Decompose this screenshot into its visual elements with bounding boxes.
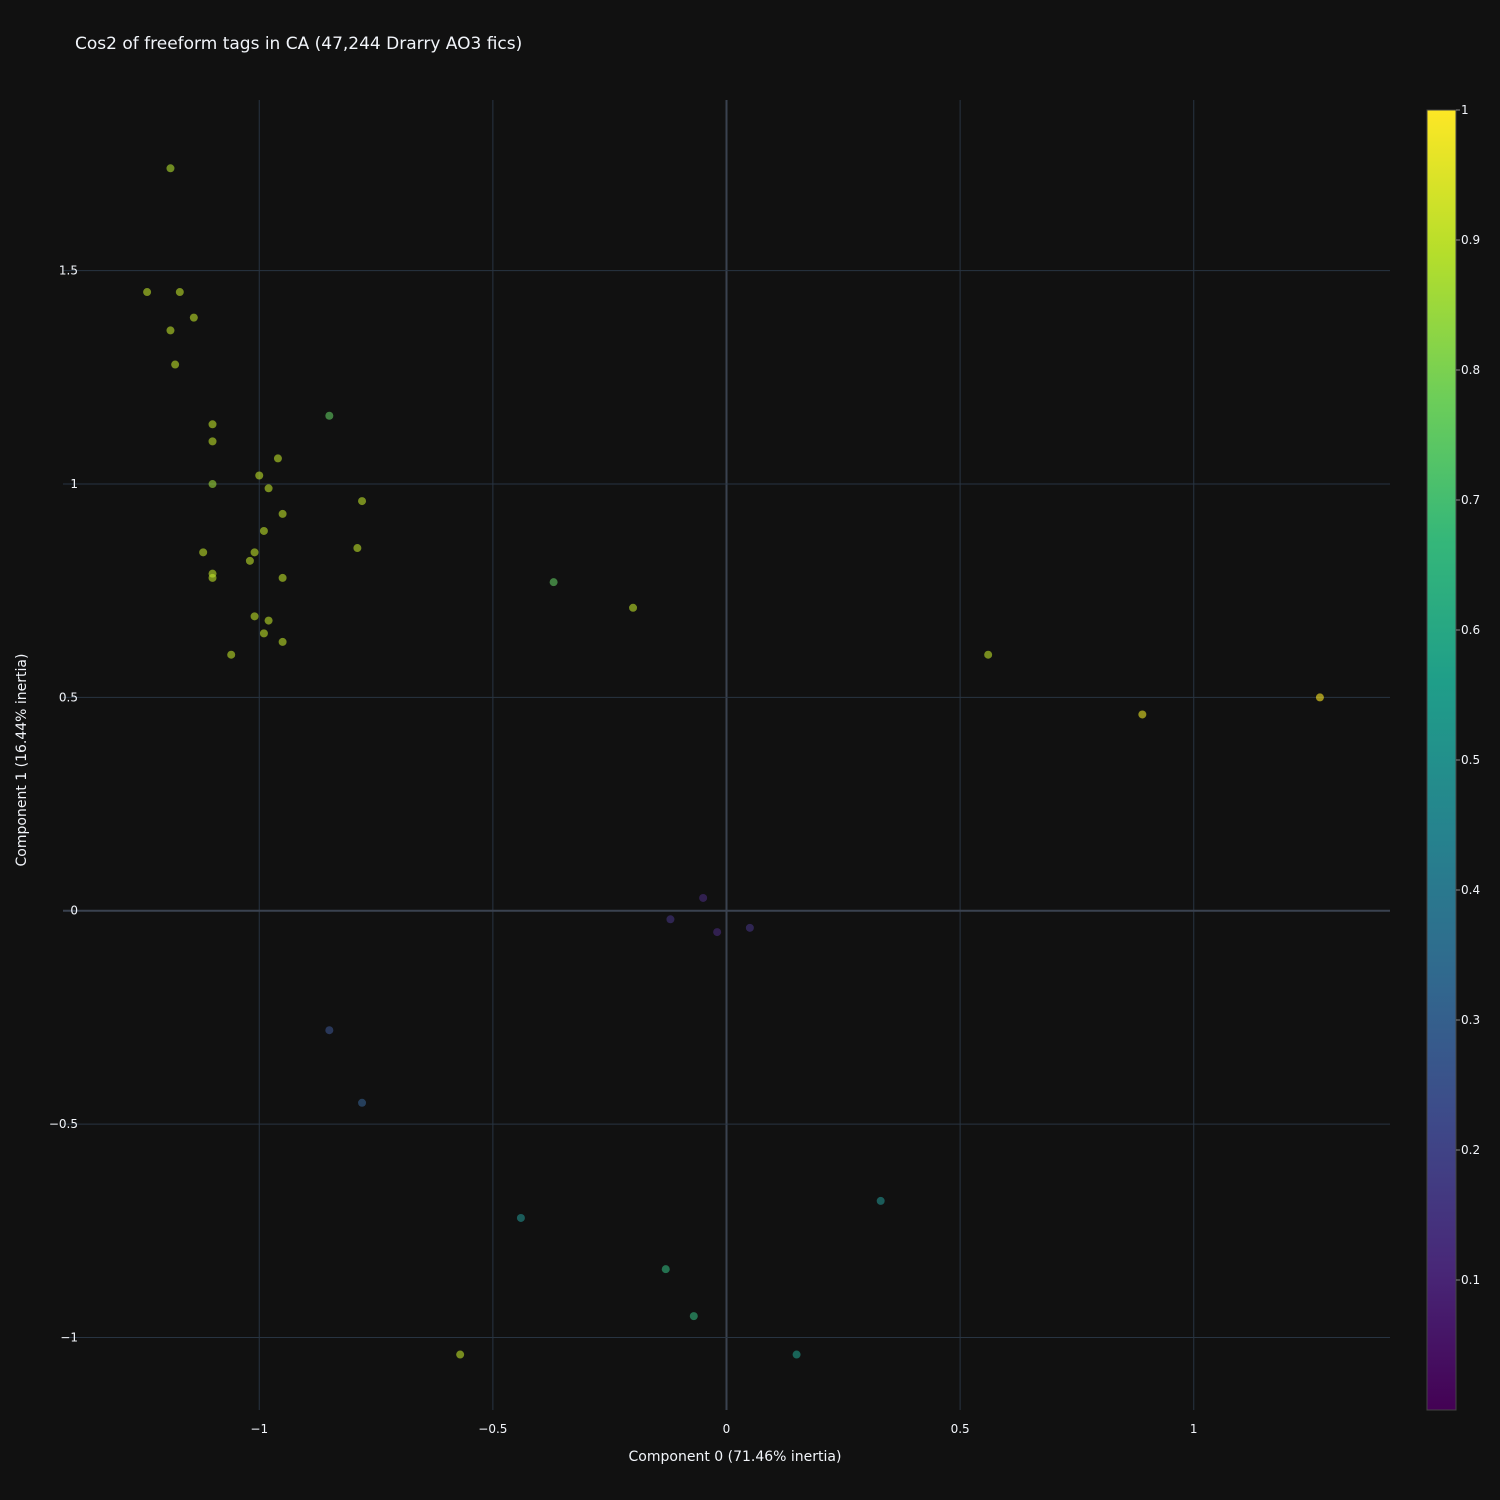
scatter-point [175, 288, 184, 297]
x-tick-label: 0.5 [951, 1422, 970, 1436]
colorbar-tick-label: 0.9 [1461, 233, 1480, 247]
scatter-point [358, 1098, 367, 1107]
scatter-point [325, 411, 334, 420]
scatter-point [171, 360, 180, 369]
scatter-point [166, 326, 175, 335]
scatter-point [358, 497, 367, 506]
scatter-point [255, 471, 264, 480]
scatter-point [745, 923, 754, 932]
x-axis-label: Component 0 (71.46% inertia) [629, 1449, 842, 1465]
scatter-point [516, 1213, 525, 1222]
scatter-point [259, 526, 268, 535]
scatter-point [250, 612, 259, 621]
x-axis-ticks: −1 −0.5 0 0.5 1 [250, 1422, 1197, 1436]
colorbar-tick-label: 0.3 [1461, 1013, 1480, 1027]
colorbar-tick-label: 0.5 [1461, 753, 1480, 767]
y-tick-label: −0.5 [49, 1117, 78, 1131]
y-tick-label: −1 [60, 1330, 78, 1344]
scatter-point [699, 893, 708, 902]
y-tick-label: 1 [70, 477, 78, 491]
scatter-point [1138, 710, 1147, 719]
x-tick-label: 1 [1190, 1422, 1198, 1436]
scatter-point [208, 420, 217, 429]
scatter-point [189, 313, 198, 322]
scatter-point [549, 578, 558, 587]
scatter-point [792, 1350, 801, 1359]
scatter-point [166, 164, 175, 173]
scatter-point [208, 573, 217, 582]
x-tick-label: 0 [723, 1422, 731, 1436]
scatter-point [325, 1026, 334, 1035]
scatter-point [456, 1350, 465, 1359]
scatter-point [264, 484, 273, 493]
scatter-point [689, 1312, 698, 1321]
scatter-point [629, 603, 638, 612]
chart-title: Cos2 of freeform tags in CA (47,244 Drar… [75, 34, 522, 54]
colorbar-tick-label: 0.1 [1461, 1273, 1480, 1287]
colorbar-ticks: 0.1 0.2 0.3 0.4 0.5 0.6 0.7 0.8 0.9 1 [1456, 103, 1480, 1287]
scatter-point [984, 650, 993, 659]
colorbar-tick-label: 1 [1461, 103, 1469, 117]
scatter-point [273, 454, 282, 463]
scatter-point [353, 544, 362, 553]
grid-layer [63, 100, 1390, 1410]
scatter-point [278, 637, 287, 646]
y-tick-label: 1.5 [59, 264, 78, 278]
x-tick-label: −0.5 [478, 1422, 507, 1436]
scatter-point [1315, 693, 1324, 702]
scatter-point [143, 288, 152, 297]
y-tick-label: 0.5 [59, 690, 78, 704]
colorbar-tick-label: 0.6 [1461, 623, 1480, 637]
scatter-point [250, 548, 259, 557]
colorbar-tick-label: 0.8 [1461, 363, 1480, 377]
y-axis-ticks: −1 −0.5 0 0.5 1 1.5 [49, 264, 78, 1345]
scatter-point [208, 480, 217, 489]
scatter-point [876, 1196, 885, 1205]
scatter-point [661, 1265, 670, 1274]
scatter-point [199, 548, 208, 557]
scatter-point [264, 616, 273, 625]
scatter-point [666, 915, 675, 924]
scatter-point [259, 629, 268, 638]
scatter-point [227, 650, 236, 659]
scatter-point [278, 573, 287, 582]
scatter-point [208, 437, 217, 446]
points-layer [143, 164, 1324, 1359]
scatter-point [713, 928, 722, 937]
scatter-point [278, 509, 287, 518]
colorbar-tick-label: 0.7 [1461, 493, 1480, 507]
colorbar-tick-label: 0.4 [1461, 883, 1480, 897]
colorbar [1426, 109, 1457, 1411]
y-tick-label: 0 [70, 904, 78, 918]
colorbar-tick-label: 0.2 [1461, 1143, 1480, 1157]
y-axis-label: Component 1 (16.44% inertia) [14, 654, 30, 867]
x-tick-label: −1 [250, 1422, 268, 1436]
scatter-point [245, 556, 254, 565]
